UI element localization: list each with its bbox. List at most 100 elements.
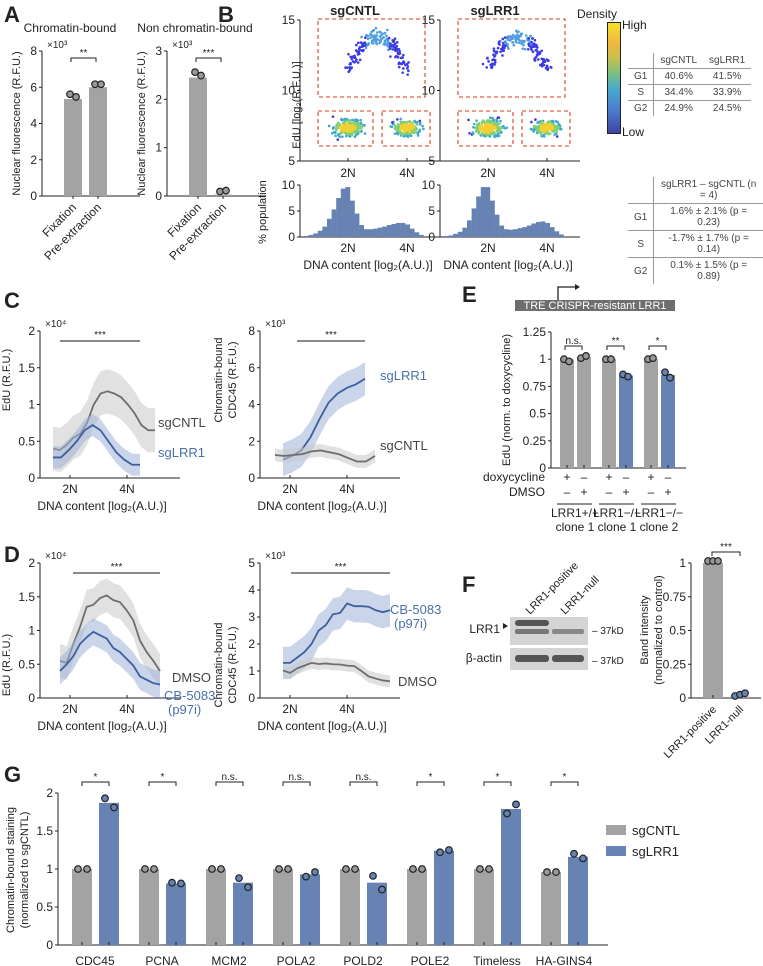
scatter-point	[349, 121, 353, 125]
scatter-point	[479, 126, 482, 130]
chart-b-hist-sglrr1-bar	[536, 221, 541, 237]
chart-e-dmso-sign: –	[606, 485, 613, 499]
chart-c1-y-tick-label: 1.5	[18, 361, 35, 375]
chart-g-point	[445, 846, 453, 854]
scatter-point	[535, 46, 539, 49]
chart-b-sgcntl-gate-g2	[381, 110, 431, 147]
scatter-point	[363, 132, 367, 135]
scatter-point	[396, 123, 400, 126]
scatter-point	[395, 54, 398, 58]
scatter-point	[512, 43, 516, 47]
blot-row-lrr1: LRR1	[469, 622, 500, 636]
scatter-point	[400, 125, 403, 129]
scatter-point	[406, 65, 410, 68]
chart-e-dmso-sign: +	[580, 485, 587, 499]
chart-e-y-tick-label: 0.25	[523, 434, 547, 448]
scatter-point	[537, 52, 540, 55]
scatter-point	[348, 135, 352, 138]
chart-e-bar	[619, 375, 633, 468]
chart-g-point	[503, 809, 511, 818]
scatter-point	[471, 132, 475, 136]
chart-g-legend-label: sgCNTL	[632, 823, 680, 838]
chart-b-hist-sgcntl-bar	[308, 234, 314, 237]
scatter-point	[550, 66, 553, 69]
scatter-point	[498, 43, 501, 46]
chart-e-dox-sign: +	[563, 470, 570, 484]
scatter-point	[490, 120, 493, 124]
scatter-point	[356, 132, 360, 136]
chart-b-sgcntl-x-tick-label: 2N	[340, 166, 355, 180]
scatter-point	[372, 36, 375, 39]
scatter-point	[348, 66, 351, 69]
chart-b-hist-sgcntl-bar	[317, 230, 323, 237]
chart-e-sig-bracket	[648, 345, 667, 350]
chart-f-y-tick-label: 1	[679, 556, 686, 570]
chart-g-point	[409, 865, 417, 873]
scatter-point	[402, 60, 405, 63]
scatter-point	[555, 135, 559, 138]
chart-g-bar	[568, 856, 588, 945]
chart-b-hist-sglrr1-bar	[480, 187, 486, 237]
chart-b-sglrr1-y-tick-label: 10	[422, 84, 436, 98]
chart-b-hist-sglrr1-x-tick-label: 4N	[539, 241, 554, 255]
chart-g-point	[579, 854, 587, 863]
chart-c1-y-tick-label: 0	[28, 471, 35, 485]
scatter-point	[546, 59, 550, 62]
scatter-point	[360, 49, 364, 52]
scatter-point	[370, 39, 374, 42]
chart-b-hist-sgcntl-bar	[331, 209, 337, 237]
scatter-point	[369, 36, 372, 40]
scatter-point	[397, 62, 401, 66]
chart-e-dox-sign: –	[581, 470, 588, 484]
chart-a-nonchromatin-point	[222, 186, 230, 195]
scatter-point	[493, 135, 496, 139]
chart-g-sig-label: n.s.	[355, 772, 371, 783]
scatter-point	[526, 47, 530, 51]
scatter-point	[418, 119, 422, 123]
chart-c2-x-tick-label: 4N	[339, 482, 354, 496]
scatter-point	[507, 35, 510, 38]
chart-b-hist-sglrr1-bar	[503, 229, 509, 237]
scatter-point	[531, 45, 535, 49]
chart-g-bar	[407, 869, 427, 945]
chart-b-hist-sgcntl-bar	[354, 213, 360, 237]
scatter-point	[345, 123, 349, 126]
scatter-point	[551, 125, 554, 129]
scatter-point	[351, 118, 354, 122]
panel-letter-g: G	[4, 762, 21, 787]
scatter-point	[352, 55, 355, 58]
chart-d1-x-tick-label: 4N	[119, 702, 134, 716]
scatter-point	[353, 130, 356, 133]
chart-g-point	[150, 865, 158, 873]
scatter-point	[363, 41, 367, 44]
scatter-point	[363, 44, 366, 48]
scatter-point	[540, 131, 543, 135]
chart-b-hist-sglrr1-bar	[444, 235, 449, 237]
chart-e-dox-sign: –	[623, 470, 630, 484]
chart-b-hist-sgcntl-bar	[391, 224, 397, 237]
scatter-point	[531, 50, 535, 54]
scatter-point	[481, 119, 485, 122]
scatter-point	[405, 123, 409, 126]
chart-b-hist-sglrr1-bar	[549, 227, 555, 237]
scatter-point	[393, 37, 397, 41]
chart-c2-y-tick-label: 0	[248, 471, 255, 485]
chart-b-hist-sglrr1-bar	[526, 225, 532, 237]
chart-b-hist-sglrr1-y-tick-label: 0	[428, 230, 435, 244]
chart-b-hist-sgcntl-bar	[350, 200, 355, 237]
chart-a-nonchromatin-title: Non chromatin-bound	[137, 21, 252, 35]
chart-a-nonchromatin-ylabel: Nuclear fluorescence (R.F.U.)	[136, 51, 148, 195]
scatter-point	[358, 58, 362, 62]
scatter-point	[486, 56, 489, 60]
scatter-point	[506, 45, 510, 49]
chart-b-sgcntl-gate-g1	[317, 110, 374, 147]
chart-e-sig-label: n.s.	[565, 336, 581, 347]
density-colorbar	[607, 22, 621, 134]
scatter-point	[496, 46, 500, 50]
chart-a-nonchromatin-y-tick-label: 2	[155, 92, 162, 106]
chart-a-chromatin-bar	[89, 87, 107, 196]
scatter-point	[477, 132, 481, 135]
chart-c1-x-tick-label: 2N	[62, 482, 77, 496]
panel-letter-f: F	[462, 572, 475, 597]
chart-b-hist-sglrr1-xlabel: DNA content [log₂(A.U.)]	[443, 258, 572, 272]
